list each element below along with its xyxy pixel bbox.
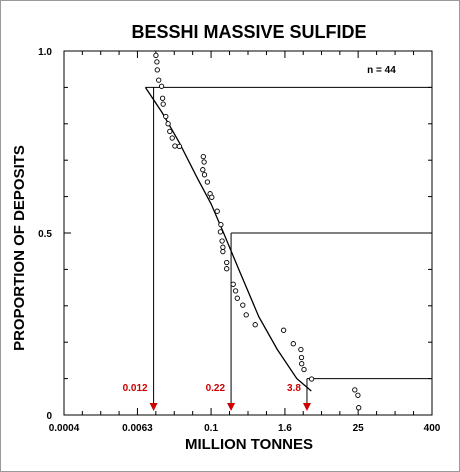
y-tick-label: 1.0 bbox=[38, 47, 52, 58]
percentile-label: 3.8 bbox=[287, 383, 301, 394]
data-point bbox=[356, 405, 362, 411]
fitted-curve bbox=[144, 87, 312, 392]
y-tick-label: 0.5 bbox=[38, 229, 52, 240]
data-point bbox=[308, 376, 315, 382]
data-point bbox=[234, 295, 240, 301]
x-tick-label: 1.6 bbox=[278, 423, 292, 434]
data-point bbox=[165, 121, 171, 127]
data-point bbox=[290, 341, 296, 347]
data-point bbox=[252, 322, 258, 328]
percentile-label: 0.22 bbox=[206, 383, 226, 394]
x-tick-label: 400 bbox=[424, 423, 441, 434]
data-point bbox=[355, 392, 361, 398]
percentile-arrow bbox=[302, 403, 311, 411]
data-point bbox=[200, 153, 206, 160]
data-point bbox=[156, 77, 162, 83]
data-point bbox=[154, 67, 160, 73]
data-point bbox=[219, 238, 225, 244]
data-point bbox=[154, 59, 160, 65]
data-point bbox=[220, 244, 226, 250]
data-point bbox=[167, 128, 173, 135]
percentile-arrow bbox=[227, 403, 236, 411]
y-tick-label: 0 bbox=[46, 411, 52, 422]
data-point bbox=[200, 167, 206, 173]
data-point bbox=[214, 208, 220, 214]
data-point bbox=[352, 387, 358, 393]
data-point bbox=[224, 266, 230, 272]
data-point bbox=[243, 312, 249, 318]
data-point bbox=[232, 288, 239, 294]
x-tick-label: 0.1 bbox=[204, 423, 218, 434]
data-point bbox=[201, 159, 207, 165]
percentile-label: 0.012 bbox=[123, 383, 148, 394]
data-point bbox=[298, 354, 305, 361]
data-point bbox=[280, 327, 287, 333]
x-tick-label: 0.0063 bbox=[122, 423, 153, 434]
data-point bbox=[220, 248, 226, 255]
data-point bbox=[153, 52, 159, 59]
x-tick-label: 0.0004 bbox=[49, 423, 80, 434]
data-point bbox=[217, 229, 224, 235]
y-axis-label: PROPORTION OF DEPOSITS bbox=[11, 145, 28, 351]
data-point bbox=[163, 113, 169, 120]
data-point bbox=[224, 259, 230, 266]
data-point bbox=[160, 101, 166, 107]
x-axis-label: MILLION TONNES bbox=[185, 436, 313, 453]
plot-area: 0.0004 0.0063 0.1 1.6 25 400 0 0.5 1.0 n = 44 0.01… bbox=[38, 47, 441, 434]
data-point bbox=[298, 346, 304, 353]
data-point bbox=[159, 95, 166, 101]
data-point bbox=[301, 366, 307, 373]
data-point bbox=[209, 194, 215, 200]
data-point bbox=[240, 302, 246, 308]
data-point bbox=[158, 83, 165, 89]
data-point bbox=[172, 143, 178, 149]
x-tick-label: 25 bbox=[353, 423, 365, 434]
data-point bbox=[230, 281, 236, 287]
n-label: n = 44 bbox=[367, 65, 396, 76]
data-point bbox=[218, 221, 224, 228]
data-point bbox=[176, 143, 183, 150]
chart-title: BESSHI MASSIVE SULFIDE bbox=[131, 22, 366, 42]
data-point bbox=[204, 179, 211, 185]
data-point bbox=[169, 135, 175, 141]
percentile-arrow bbox=[149, 403, 158, 411]
data-point bbox=[201, 172, 208, 178]
data-point bbox=[299, 361, 305, 367]
